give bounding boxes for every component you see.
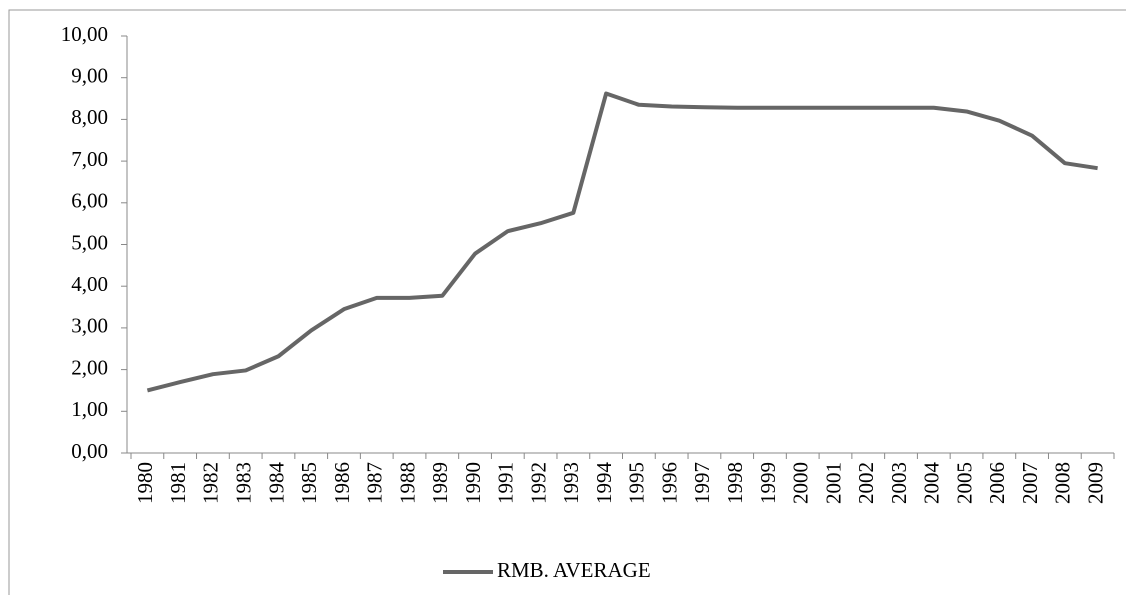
x-tick-label: 1991	[494, 462, 518, 504]
x-tick-label: 1984	[264, 462, 288, 505]
y-tick-label: 5,00	[71, 230, 108, 254]
x-tick-label: 2006	[985, 462, 1009, 504]
x-tick-label: 1998	[723, 462, 747, 504]
x-tick-label: 2000	[789, 462, 813, 504]
y-tick-label: 1,00	[71, 397, 108, 421]
y-tick-label: 8,00	[71, 105, 108, 129]
y-tick-label: 10,00	[61, 22, 108, 46]
data-line	[146, 91, 1098, 393]
x-tick-label: 1986	[330, 462, 354, 504]
x-tick-label: 2009	[1083, 462, 1107, 504]
x-tick-label: 2003	[887, 462, 911, 504]
chart-frame	[8, 9, 1126, 595]
x-tick-label: 1994	[592, 462, 616, 505]
x-tick-label: 2001	[821, 462, 845, 504]
y-tick-label: 0,00	[71, 439, 108, 463]
x-tick-label: 1987	[363, 462, 387, 504]
y-tick-label: 9,00	[71, 64, 108, 88]
x-tick-label: 2007	[1018, 462, 1042, 504]
x-tick-label: 2002	[854, 462, 878, 504]
x-tick-label: 1989	[428, 462, 452, 504]
y-tick-label: 4,00	[71, 272, 108, 296]
x-tick-label: 1997	[690, 462, 714, 504]
y-tick-label: 2,00	[71, 355, 108, 379]
y-tick-label: 3,00	[71, 314, 108, 338]
x-tick-label: 1981	[166, 462, 190, 504]
x-tick-label: 1995	[625, 462, 649, 504]
x-tick-label: 2004	[920, 462, 944, 505]
x-tick-label: 1983	[231, 462, 255, 504]
x-tick-label: 1982	[199, 462, 223, 504]
legend-label: RMB. AVERAGE	[497, 558, 651, 582]
y-tick-label: 7,00	[71, 147, 108, 171]
x-tick-label: 1992	[526, 462, 550, 504]
x-tick-label: 1988	[395, 462, 419, 504]
x-tick-label: 1999	[756, 462, 780, 504]
x-tick-label: 1985	[297, 462, 321, 504]
x-tick-label: 1996	[657, 462, 681, 504]
x-tick-label: 2008	[1051, 462, 1075, 504]
x-tick-label: 1990	[461, 462, 485, 504]
y-tick-label: 6,00	[71, 189, 108, 213]
x-tick-label: 1980	[133, 462, 157, 504]
x-tick-label: 1993	[559, 462, 583, 504]
x-tick-label: 2005	[952, 462, 976, 504]
